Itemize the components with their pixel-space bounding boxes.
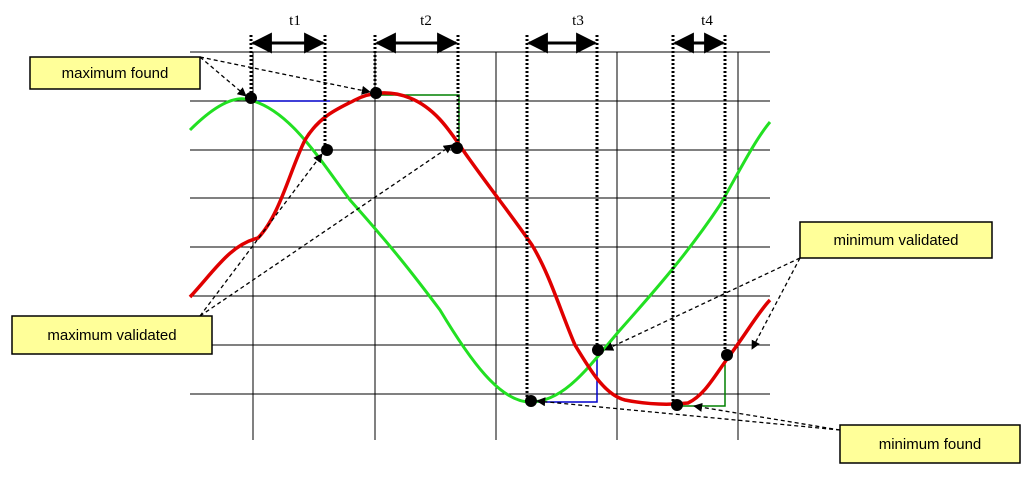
- measured-curve: [188, 91, 772, 406]
- callouts: maximum found maximum validated minimum …: [11, 56, 1021, 464]
- time-label: t3: [572, 13, 584, 29]
- callout-label: maximum validated: [47, 327, 176, 344]
- reference-curve: [188, 97, 772, 404]
- pointer-lines: [199, 56, 841, 431]
- time-intervals: t1 t2 t3 t4: [249, 13, 727, 405]
- hold-lines: [250, 94, 726, 407]
- callout-label: minimum validated: [833, 232, 958, 249]
- time-label: t4: [701, 13, 713, 29]
- time-label: t2: [420, 13, 432, 29]
- callout-label: minimum found: [879, 436, 982, 453]
- time-label: t1: [289, 13, 301, 29]
- points: [245, 87, 733, 411]
- grid: [190, 51, 770, 440]
- callout-label: maximum found: [62, 65, 169, 82]
